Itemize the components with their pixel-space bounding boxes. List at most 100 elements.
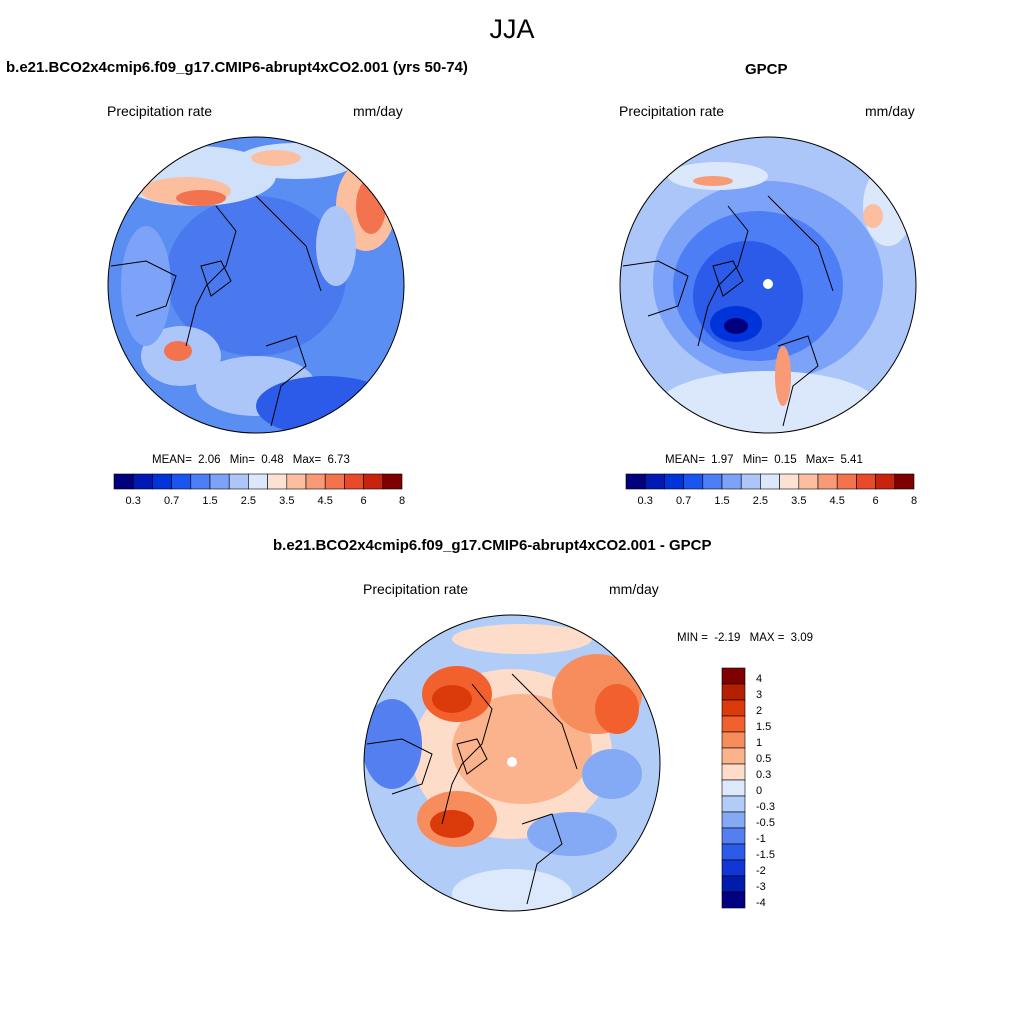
- colorbar-tick-label: 1.5: [202, 495, 217, 507]
- colorbar-tick-label: 2.5: [241, 495, 256, 507]
- panel1-stats: MEAN= 2.06 Min= 0.48 Max= 6.73: [152, 454, 350, 466]
- colorbar-swatch: [721, 747, 746, 765]
- colorbar-swatch: [152, 473, 172, 490]
- colorbar-swatch: [894, 473, 915, 490]
- colorbar-swatch: [382, 473, 403, 490]
- panel1-units: mm/day: [353, 103, 403, 119]
- colorbar-swatch: [721, 795, 746, 813]
- colorbar-tick-label: 8: [399, 495, 405, 507]
- colorbar-tick-label: 6: [361, 495, 367, 507]
- panel2-title: GPCP: [745, 61, 788, 78]
- panel3-units: mm/day: [609, 581, 659, 597]
- panel3-left-label: Precipitation rate: [363, 581, 469, 597]
- stat-value: 1.97: [711, 454, 734, 466]
- colorbar-tick-label: 4: [756, 673, 762, 685]
- colorbar-swatch: [721, 683, 746, 701]
- colorbar-tick-label: 1.5: [714, 495, 729, 507]
- panel3-stats: MIN = -2.19 MAX = 3.09: [677, 632, 813, 644]
- colorbar-swatch: [664, 473, 684, 490]
- colorbar-tick-label: 0: [756, 785, 762, 797]
- colorbar-swatch: [286, 473, 307, 490]
- stat-label: Min=: [742, 454, 768, 466]
- colorbar-tick-label: 1.5: [756, 721, 771, 733]
- colorbar-tick-label: 8: [911, 495, 917, 507]
- colorbar-swatch: [760, 473, 780, 490]
- colorbar-tick-label: 0.7: [676, 495, 691, 507]
- colorbar-swatch: [305, 473, 326, 490]
- stat-label: Min=: [229, 454, 255, 466]
- colorbar-swatch: [721, 827, 746, 845]
- colorbar-swatch: [267, 473, 288, 490]
- panel1-polar-map: [107, 136, 405, 434]
- colorbar-swatch: [721, 875, 746, 893]
- colorbar-swatch: [721, 715, 746, 733]
- colorbar-tick-label: -0.3: [756, 801, 775, 813]
- colorbar-tick-label: 1: [756, 737, 762, 749]
- stat-label: Max=: [805, 454, 835, 466]
- panel1-colorbar: 0.3 0.7 1.5 2.5 3.5 4.5 6 8: [113, 473, 405, 507]
- colorbar-swatch: [344, 473, 364, 490]
- stat-value: 2.06: [198, 454, 221, 466]
- colorbar-swatch: [721, 699, 746, 717]
- colorbar-swatch: [817, 473, 838, 490]
- stat-value: -2.19: [714, 632, 741, 644]
- colorbar-tick-label: -0.5: [756, 817, 775, 829]
- colorbar-tick-label: -1: [756, 833, 766, 845]
- colorbar-swatch: [132, 473, 153, 490]
- colorbar-swatch: [740, 473, 761, 490]
- colorbar-swatch: [702, 473, 723, 490]
- colorbar-tick-label: -2: [756, 865, 766, 877]
- stat-label: MEAN=: [665, 454, 705, 466]
- colorbar-tick-label: -1.5: [756, 849, 775, 861]
- stat-label: MIN =: [677, 632, 708, 644]
- colorbar-swatch: [875, 473, 896, 490]
- panel2-left-label: Precipitation rate: [619, 103, 725, 119]
- colorbar-tick-label: 0.3: [756, 769, 771, 781]
- colorbar-swatch: [779, 473, 800, 490]
- colorbar-swatch: [721, 731, 746, 749]
- colorbar-swatch: [721, 859, 746, 877]
- colorbar-swatch: [209, 473, 230, 490]
- panel1-title: b.e21.BCO2x4cmip6.f09_g17.CMIP6-abrupt4x…: [6, 59, 468, 76]
- colorbar-tick-label: 0.5: [756, 753, 771, 765]
- colorbar-swatch: [721, 473, 742, 490]
- colorbar-swatch: [113, 473, 134, 490]
- colorbar-tick-label: 0.7: [164, 495, 179, 507]
- colorbar-tick-label: 3: [756, 689, 762, 701]
- colorbar-swatch: [248, 473, 268, 490]
- colorbar-swatch: [721, 667, 746, 685]
- panel3-polar-map: [363, 614, 661, 912]
- stat-label: MAX =: [749, 632, 785, 644]
- colorbar-swatch: [683, 473, 704, 490]
- colorbar-tick-label: -3: [756, 881, 766, 893]
- panel3-colorbar: 4 3 2 1.5 1 0.5 0.3 0 -0.3 -0.5 -1 -1.5 -2 -3 -4: [721, 667, 775, 909]
- stat-value: 3.09: [790, 632, 814, 644]
- colorbar-tick-label: 3.5: [279, 495, 294, 507]
- colorbar-tick-label: 6: [873, 495, 879, 507]
- colorbar-swatch: [836, 473, 857, 490]
- colorbar-tick-label: 3.5: [791, 495, 806, 507]
- panel2-colorbar: 0.3 0.7 1.5 2.5 3.5 4.5 6 8: [625, 473, 917, 507]
- colorbar-swatch: [721, 891, 746, 909]
- colorbar-swatch: [721, 779, 746, 797]
- stat-value: 0.15: [774, 454, 797, 466]
- panel2-stats: MEAN= 1.97 Min= 0.15 Max= 5.41: [665, 454, 863, 466]
- stat-label: Max=: [292, 454, 322, 466]
- stat-label: MEAN=: [152, 454, 192, 466]
- colorbar-swatch: [171, 473, 192, 490]
- colorbar-swatch: [721, 811, 746, 829]
- panel2-polar-map: [619, 136, 917, 434]
- colorbar-swatch: [644, 473, 665, 490]
- colorbar-tick-label: 4.5: [830, 495, 845, 507]
- panel2-units: mm/day: [865, 103, 915, 119]
- colorbar-swatch: [228, 473, 249, 490]
- colorbar-tick-label: -4: [756, 897, 766, 909]
- stat-value: 5.41: [840, 454, 863, 466]
- panel3-title: b.e21.BCO2x4cmip6.f09_g17.CMIP6-abrupt4x…: [273, 537, 712, 554]
- panel1-left-label: Precipitation rate: [107, 103, 213, 119]
- stat-value: 6.73: [327, 454, 350, 466]
- colorbar-tick-label: 0.3: [126, 495, 141, 507]
- colorbar-swatch: [721, 763, 746, 781]
- page-title: JJA: [489, 14, 535, 44]
- colorbar-swatch: [190, 473, 211, 490]
